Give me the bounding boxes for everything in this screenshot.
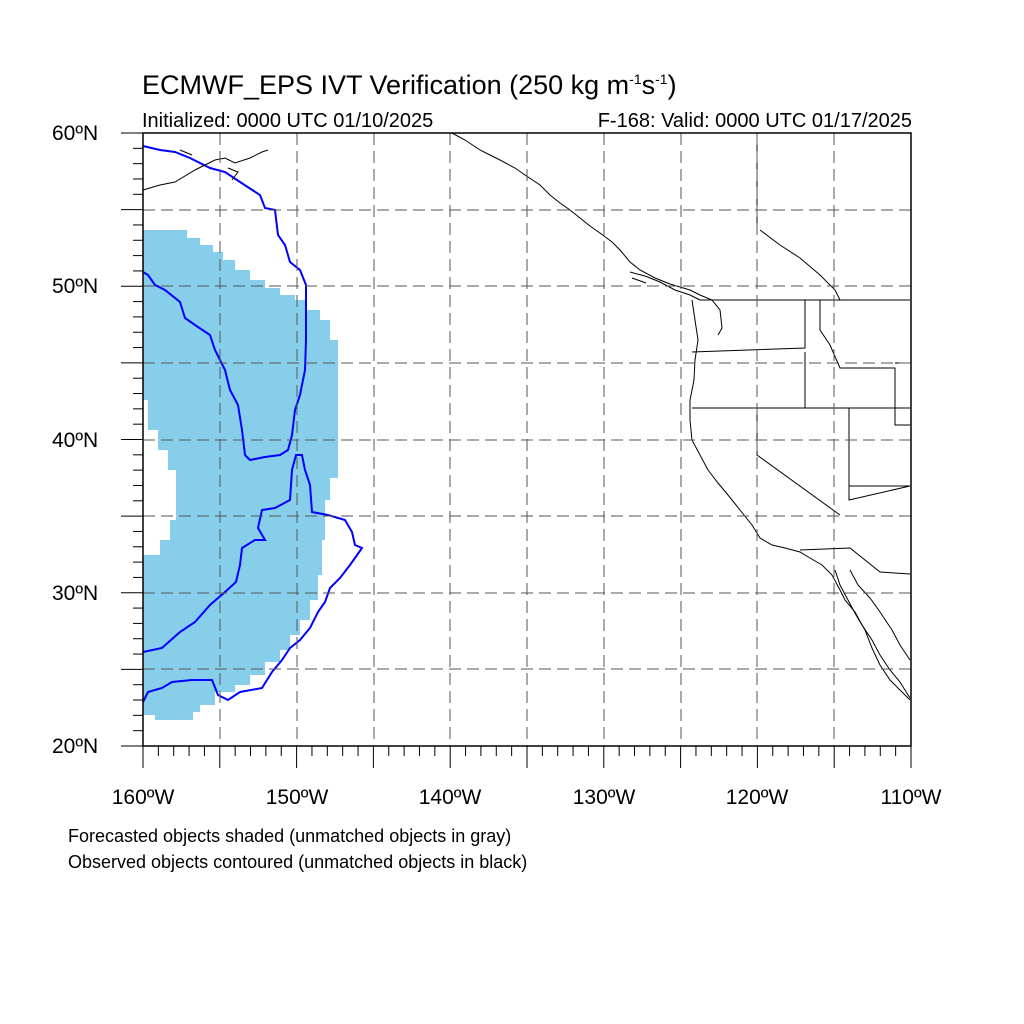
observed-contour-north [142,145,307,462]
canadian-interior-border [759,229,841,301]
lon-label-110w: 110ºW [880,786,942,809]
observed-contour-south [142,454,364,703]
grid-lines [143,133,911,746]
lat-label-30: 30ºN [52,582,99,605]
valid-time: F-168: Valid: 0000 UTC 01/17/2025 [597,110,912,132]
lon-label-120w: 120ºW [725,786,789,809]
lon-label-130w: 130ºW [572,786,636,809]
baja-peninsula [834,569,911,701]
state-borders [691,133,911,575]
map-title: ECMWF_EPS IVT Verification (250 kg m-1s-… [142,70,677,100]
lat-label-50: 50ºN [52,275,99,298]
initialized-time: Initialized: 0000 UTC 01/10/2025 [142,110,434,132]
legend-forecast-note: Forecasted objects shaded (unmatched obj… [68,826,512,846]
legend-observed-note: Observed objects contoured (unmatched ob… [68,852,528,872]
lon-label-140w: 140ºW [418,786,482,809]
bc-coast [451,132,723,336]
lon-label-150w: 150ºW [265,786,329,809]
lat-label-20: 20ºN [52,735,99,758]
lat-label-60: 60ºN [52,122,99,145]
lon-label-160w: 160ºW [111,786,175,809]
us-west-coast [689,299,911,699]
alaska-coast [142,149,269,191]
lat-label-40: 40ºN [52,429,99,452]
forecast-ivt-object [143,230,338,720]
axis-ticks [121,132,912,768]
